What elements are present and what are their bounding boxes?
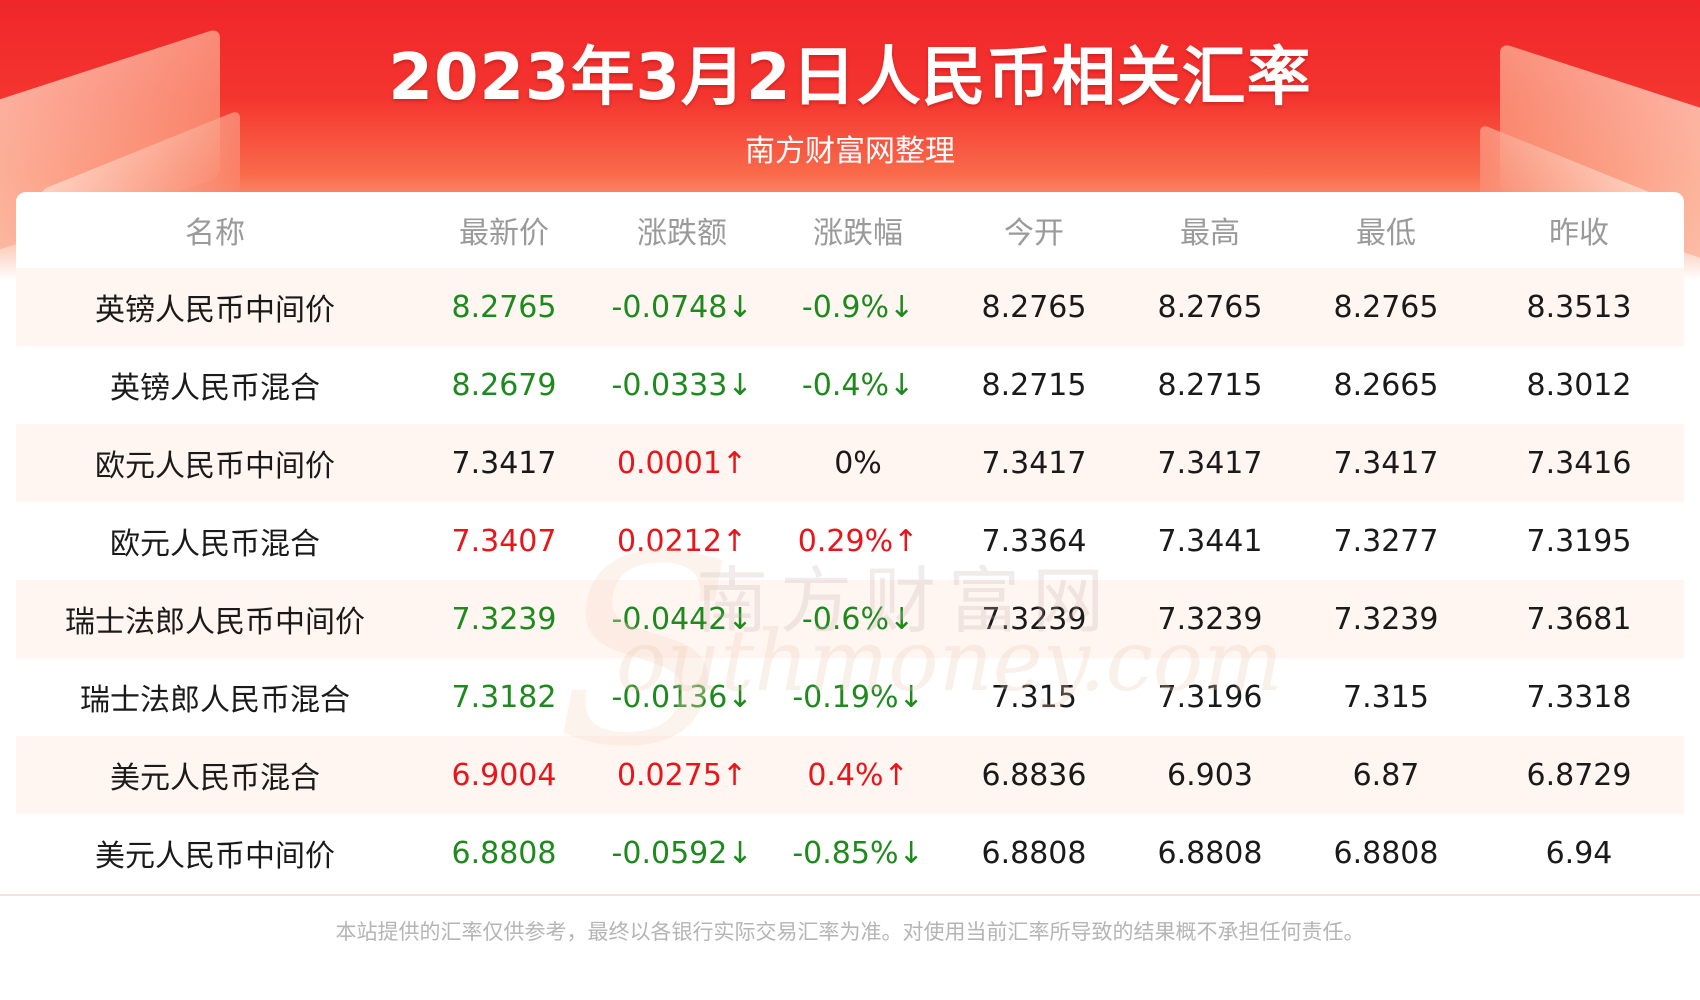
cell-high: 7.3196 — [1122, 658, 1298, 736]
table-row: 瑞士法郎人民币混合 7.3182 -0.0136↓ -0.19%↓ 7.315 7.319… — [16, 658, 1684, 736]
cell-name: 瑞士法郎人民币混合 — [16, 658, 414, 736]
cell-high: 7.3417 — [1122, 424, 1298, 502]
cell-open: 7.3364 — [946, 502, 1122, 580]
cell-latest: 8.2679 — [414, 346, 594, 424]
cell-name: 欧元人民币中间价 — [16, 424, 414, 502]
cell-change: -0.0748↓ — [594, 268, 770, 346]
cell-change-pct: -0.19%↓ — [770, 658, 946, 736]
cell-high: 8.2765 — [1122, 268, 1298, 346]
cell-change-pct: 0.29%↑ — [770, 502, 946, 580]
column-header-latest: 最新价 — [459, 216, 549, 251]
cell-open: 6.8808 — [946, 814, 1122, 892]
cell-change: -0.0136↓ — [594, 658, 770, 736]
table-row: 英镑人民币中间价 8.2765 -0.0748↓ -0.9%↓ 8.2765 8.2765… — [16, 268, 1684, 346]
cell-change-pct: -0.9%↓ — [770, 268, 946, 346]
cell-prev-close: 7.3681 — [1474, 580, 1684, 658]
cell-change: -0.0592↓ — [594, 814, 770, 892]
cell-open: 7.315 — [946, 658, 1122, 736]
table-row: 欧元人民币中间价 7.3417 0.0001↑ 0% 7.3417 7.3417 7.341… — [16, 424, 1684, 502]
cell-low: 7.3277 — [1298, 502, 1474, 580]
table-row: 美元人民币中间价 6.8808 -0.0592↓ -0.85%↓ 6.8808 6.880… — [16, 814, 1684, 892]
cell-name: 美元人民币混合 — [16, 736, 414, 814]
cell-prev-close: 7.3318 — [1474, 658, 1684, 736]
cell-change: -0.0442↓ — [594, 580, 770, 658]
cell-latest: 8.2765 — [414, 268, 594, 346]
cell-open: 8.2765 — [946, 268, 1122, 346]
table-row: 欧元人民币混合 7.3407 0.0212↑ 0.29%↑ 7.3364 7.3441 7.… — [16, 502, 1684, 580]
cell-change: -0.0333↓ — [594, 346, 770, 424]
footer-divider — [0, 894, 1700, 896]
cell-low: 6.87 — [1298, 736, 1474, 814]
cell-name: 欧元人民币混合 — [16, 502, 414, 580]
cell-prev-close: 7.3416 — [1474, 424, 1684, 502]
cell-change-pct: -0.85%↓ — [770, 814, 946, 892]
cell-change-pct: 0.4%↑ — [770, 736, 946, 814]
page-subtitle: 南方财富网整理 — [745, 134, 955, 169]
cell-latest: 6.8808 — [414, 814, 594, 892]
cell-open: 6.8836 — [946, 736, 1122, 814]
cell-prev-close: 6.94 — [1474, 814, 1684, 892]
table-row: 英镑人民币混合 8.2679 -0.0333↓ -0.4%↓ 8.2715 8.2715 8… — [16, 346, 1684, 424]
cell-high: 6.903 — [1122, 736, 1298, 814]
table-row: 瑞士法郎人民币中间价 7.3239 -0.0442↓ -0.6%↓ 7.3239 7.32… — [16, 580, 1684, 658]
cell-low: 6.8808 — [1298, 814, 1474, 892]
cell-open: 7.3239 — [946, 580, 1122, 658]
cell-prev-close: 8.3012 — [1474, 346, 1684, 424]
cell-latest: 7.3239 — [414, 580, 594, 658]
column-header-low: 最低 — [1356, 216, 1416, 251]
cell-name: 英镑人民币中间价 — [16, 268, 414, 346]
cell-latest: 7.3182 — [414, 658, 594, 736]
cell-prev-close: 8.3513 — [1474, 268, 1684, 346]
cell-change: 0.0275↑ — [594, 736, 770, 814]
cell-prev-close: 7.3195 — [1474, 502, 1684, 580]
column-header-open: 今开 — [1004, 216, 1064, 251]
exchange-rate-table: 名称 最新价 涨跌额 涨跌幅 今开 最高 最低 昨收 英镑人民币中间价 8.276… — [16, 192, 1684, 892]
cell-latest: 6.9004 — [414, 736, 594, 814]
cell-name: 瑞士法郎人民币中间价 — [16, 580, 414, 658]
column-header-change: 涨跌额 — [637, 216, 727, 251]
column-header-high: 最高 — [1180, 216, 1240, 251]
cell-high: 8.2715 — [1122, 346, 1298, 424]
cell-low: 8.2665 — [1298, 346, 1474, 424]
cell-change-pct: 0% — [770, 424, 946, 502]
cell-low: 7.315 — [1298, 658, 1474, 736]
cell-open: 7.3417 — [946, 424, 1122, 502]
cell-change: 0.0001↑ — [594, 424, 770, 502]
cell-latest: 7.3417 — [414, 424, 594, 502]
cell-high: 7.3441 — [1122, 502, 1298, 580]
column-header-prev-close: 昨收 — [1549, 216, 1609, 251]
page-title: 2023年3月2日人民币相关汇率 — [388, 41, 1312, 115]
cell-low: 8.2765 — [1298, 268, 1474, 346]
cell-change-pct: -0.4%↓ — [770, 346, 946, 424]
rates-table-card: 名称 最新价 涨跌额 涨跌幅 今开 最高 最低 昨收 英镑人民币中间价 8.276… — [16, 192, 1684, 892]
cell-low: 7.3417 — [1298, 424, 1474, 502]
cell-change: 0.0212↑ — [594, 502, 770, 580]
cell-high: 7.3239 — [1122, 580, 1298, 658]
cell-latest: 7.3407 — [414, 502, 594, 580]
cell-open: 8.2715 — [946, 346, 1122, 424]
column-header-change-pct: 涨跌幅 — [813, 216, 903, 251]
cell-name: 英镑人民币混合 — [16, 346, 414, 424]
cell-name: 美元人民币中间价 — [16, 814, 414, 892]
cell-prev-close: 6.8729 — [1474, 736, 1684, 814]
cell-change-pct: -0.6%↓ — [770, 580, 946, 658]
disclaimer-text: 本站提供的汇率仅供参考，最终以各银行实际交易汇率为准。对使用当前汇率所导致的结果… — [335, 920, 1365, 944]
column-header-name: 名称 — [185, 216, 245, 251]
cell-low: 7.3239 — [1298, 580, 1474, 658]
table-header-row: 名称 最新价 涨跌额 涨跌幅 今开 最高 最低 昨收 — [16, 192, 1684, 268]
cell-high: 6.8808 — [1122, 814, 1298, 892]
table-row: 美元人民币混合 6.9004 0.0275↑ 0.4%↑ 6.8836 6.903 6.87… — [16, 736, 1684, 814]
